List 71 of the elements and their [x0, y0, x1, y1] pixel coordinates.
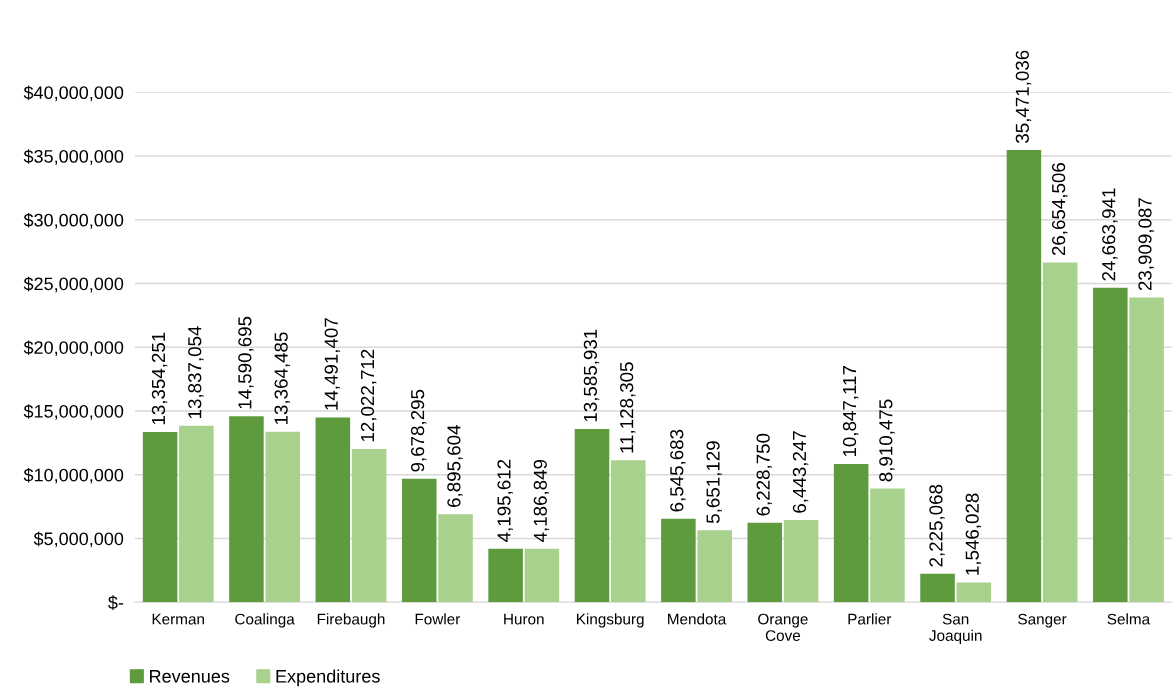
bar: [488, 548, 523, 603]
data-label: 14,590,695: [238, 316, 254, 409]
data-label: 2,225,068: [929, 484, 945, 567]
bar: [697, 530, 732, 603]
bar: [747, 522, 783, 603]
x-tick-label: Parlier: [848, 613, 892, 625]
data-label: 35,471,036: [1015, 50, 1032, 143]
y-tick-label: $35,000,000: [23, 149, 124, 165]
bar: [142, 431, 178, 603]
x-tick-label: Kingsburg: [577, 613, 644, 628]
data-label: 13,364,485: [274, 332, 290, 425]
data-label: 9,678,295: [410, 389, 427, 472]
bar: [1006, 150, 1042, 603]
data-label: 26,654,506: [1051, 163, 1068, 256]
bar: [833, 463, 869, 603]
x-tick-label: Orange Cove: [758, 613, 808, 641]
bar: [265, 431, 301, 603]
x-tick-label: Selma: [1107, 613, 1151, 625]
y-tick-label: $25,000,000: [23, 276, 124, 293]
bar: [1042, 262, 1078, 603]
data-label: 14,491,407: [324, 318, 341, 410]
data-label: 11,128,305: [620, 362, 636, 453]
data-label: 4,186,849: [533, 459, 550, 543]
data-label: 6,545,683: [670, 429, 686, 512]
bar: [783, 520, 819, 603]
bar: [920, 573, 955, 603]
x-tick-label: Coalinga: [235, 613, 295, 628]
x-tick-label: Huron: [504, 613, 544, 625]
legend-label: Expenditures: [276, 669, 380, 687]
bar: [611, 460, 646, 603]
data-label: 23,909,087: [1138, 198, 1154, 291]
y-tick-label: $-: [108, 595, 124, 610]
data-label: 10,847,117: [842, 366, 859, 457]
legend-label: Revenues: [150, 670, 230, 683]
y-tick-label: $15,000,000: [23, 404, 124, 420]
data-label: 12,022,712: [360, 349, 377, 442]
y-tick-label: $20,000,000: [23, 340, 124, 357]
bar: [351, 448, 387, 603]
data-label: 13,354,251: [151, 332, 168, 425]
y-tick-label: $5,000,000: [33, 531, 124, 548]
y-tick-label: $30,000,000: [23, 212, 124, 229]
x-tick-label: Mendota: [668, 613, 727, 625]
bar: [179, 425, 214, 603]
bar: [524, 548, 560, 603]
y-tick-label: $10,000,000: [23, 467, 124, 484]
data-label: 5,651,129: [706, 441, 722, 524]
data-label: 1,546,028: [965, 493, 982, 575]
x-tick-label: Kerman: [152, 613, 204, 625]
x-tick-label: Sanger: [1018, 613, 1067, 628]
data-label: 13,837,054: [188, 326, 204, 419]
bar: [1129, 297, 1164, 603]
data-label: 24,663,941: [1102, 188, 1118, 281]
bar: [1093, 287, 1128, 603]
bar: [574, 429, 610, 603]
y-tick-label: $40,000,000: [23, 85, 124, 102]
bar: [401, 478, 437, 603]
data-label: 13,585,931: [583, 329, 600, 422]
data-label: 6,443,247: [792, 431, 809, 513]
data-label: 4,195,612: [497, 459, 513, 542]
bar: [661, 518, 696, 603]
data-label: 6,228,750: [756, 433, 773, 516]
bar: [870, 488, 905, 603]
bar: [315, 417, 351, 603]
data-label: 8,910,475: [879, 399, 895, 482]
x-tick-label: Firebaugh: [317, 613, 385, 628]
x-tick-label: San Joaquin: [929, 613, 982, 644]
bar: [956, 582, 992, 603]
data-label: 6,895,604: [447, 425, 463, 507]
x-tick-label: Fowler: [415, 613, 461, 625]
bar: [438, 514, 473, 603]
bar: [229, 416, 264, 603]
